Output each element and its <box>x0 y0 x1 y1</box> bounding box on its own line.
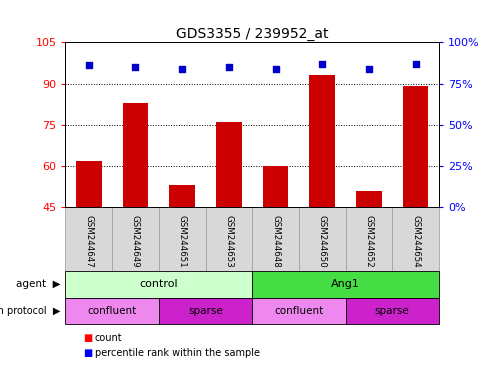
Bar <box>252 298 345 324</box>
Bar <box>205 207 252 271</box>
Text: GSM244654: GSM244654 <box>410 215 419 268</box>
Title: GDS3355 / 239952_at: GDS3355 / 239952_at <box>176 27 328 41</box>
Point <box>85 62 92 68</box>
Bar <box>345 298 438 324</box>
Text: GSM244651: GSM244651 <box>177 215 186 268</box>
Bar <box>252 207 298 271</box>
Text: GSM244648: GSM244648 <box>271 215 279 268</box>
Bar <box>169 185 195 207</box>
Text: GSM244649: GSM244649 <box>131 215 140 268</box>
Bar <box>402 86 427 207</box>
Text: GSM244647: GSM244647 <box>84 215 93 268</box>
Point <box>318 61 325 67</box>
Text: agent  ▶: agent ▶ <box>16 279 60 289</box>
Bar <box>355 191 381 207</box>
Bar <box>76 161 102 207</box>
Bar <box>262 166 288 207</box>
Bar <box>215 122 241 207</box>
Text: growth protocol  ▶: growth protocol ▶ <box>0 306 60 316</box>
Point <box>271 66 279 72</box>
Text: sparse: sparse <box>374 306 409 316</box>
Text: Ang1: Ang1 <box>331 279 359 289</box>
Point <box>364 66 372 72</box>
Bar <box>65 271 252 298</box>
Bar <box>158 298 252 324</box>
Text: confluent: confluent <box>273 306 323 316</box>
Text: ■: ■ <box>82 333 92 343</box>
Bar <box>65 298 158 324</box>
Bar <box>345 207 392 271</box>
Point <box>225 64 232 70</box>
Bar <box>298 207 345 271</box>
Point <box>131 64 139 70</box>
Text: control: control <box>139 279 178 289</box>
Text: count: count <box>94 333 122 343</box>
Point <box>178 66 186 72</box>
Text: percentile rank within the sample: percentile rank within the sample <box>94 348 259 358</box>
Bar <box>392 207 438 271</box>
Text: confluent: confluent <box>87 306 136 316</box>
Bar <box>112 207 158 271</box>
Bar <box>122 103 148 207</box>
Bar <box>158 207 205 271</box>
Text: GSM244652: GSM244652 <box>363 215 373 268</box>
Text: GSM244650: GSM244650 <box>317 215 326 268</box>
Text: ■: ■ <box>82 348 92 358</box>
Bar <box>309 75 334 207</box>
Text: GSM244653: GSM244653 <box>224 215 233 268</box>
Point <box>411 61 419 67</box>
Text: sparse: sparse <box>188 306 223 316</box>
Bar <box>252 271 438 298</box>
Bar <box>65 207 112 271</box>
